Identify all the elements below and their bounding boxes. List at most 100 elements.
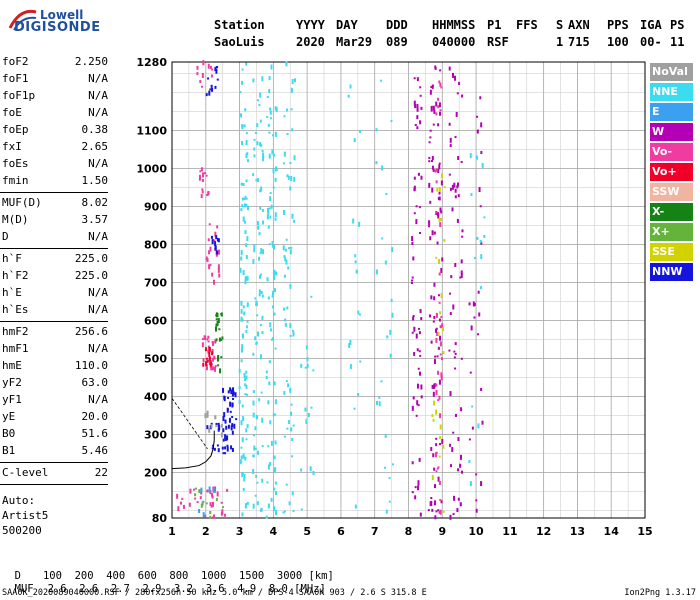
echo-point (211, 444, 214, 447)
echo-point (244, 383, 247, 387)
echo-point (246, 275, 249, 281)
echo-point (272, 134, 275, 137)
echo-point (388, 500, 391, 503)
echo-point (243, 311, 246, 316)
echo-point (429, 501, 432, 507)
echo-point (418, 331, 421, 335)
param-row: h`F2 225.0 (2, 269, 108, 286)
logo-digisonde: DIGISONDE (14, 20, 101, 35)
echo-point (430, 497, 433, 500)
echo-point (241, 512, 244, 517)
echo-point (256, 314, 259, 317)
echo-point (349, 84, 352, 89)
echo-point (438, 259, 441, 265)
echo-point (435, 470, 438, 473)
echo-point (429, 89, 432, 95)
echo-point (478, 312, 481, 317)
echo-point (222, 387, 225, 393)
echo-point (202, 358, 205, 363)
echo-point (430, 340, 433, 344)
echo-point (283, 115, 286, 118)
echo-point (283, 390, 286, 395)
echo-point (246, 159, 249, 163)
echo-point (268, 360, 271, 364)
echo-point (437, 169, 440, 174)
echo-point (457, 468, 460, 472)
echo-point (357, 392, 360, 396)
echo-point (221, 336, 224, 340)
header-label-1: YYYY (296, 18, 325, 32)
echo-point (412, 396, 415, 400)
echo-point (213, 514, 216, 519)
echo-point (477, 423, 480, 429)
echo-point (439, 341, 442, 347)
echo-point (459, 502, 462, 507)
echo-point (269, 215, 272, 219)
echo-point (285, 259, 288, 265)
echo-point (201, 178, 204, 182)
echo-point (380, 380, 383, 383)
x-tick-label: 3 (236, 525, 244, 538)
echo-point (455, 111, 458, 117)
echo-point (352, 218, 355, 224)
echo-point (431, 230, 434, 236)
echo-point (449, 137, 452, 143)
echo-point (438, 455, 441, 458)
echo-point (437, 123, 440, 127)
echo-point (289, 249, 292, 255)
echo-point (348, 343, 351, 349)
echo-point (461, 229, 464, 233)
echo-point (442, 351, 445, 355)
echo-point (222, 416, 225, 422)
param-key: B1 (2, 444, 16, 457)
echo-point (256, 141, 259, 146)
param-row: foF2 2.250 (2, 55, 108, 72)
echo-point (259, 142, 262, 147)
echo-point (433, 359, 436, 365)
echo-point (430, 105, 433, 108)
echo-point (479, 205, 482, 208)
echo-point (449, 464, 452, 468)
echo-point (453, 182, 456, 188)
echo-point (269, 420, 272, 425)
echo-point (252, 173, 255, 177)
echo-point (439, 222, 442, 228)
echo-point (206, 425, 209, 430)
echo-point (428, 160, 431, 163)
echo-point (428, 156, 431, 159)
echo-point (283, 209, 286, 215)
echo-point (205, 174, 208, 177)
echo-point (267, 464, 270, 470)
echo-point (254, 494, 257, 497)
echo-point (433, 383, 436, 389)
echo-point (430, 295, 433, 300)
echo-point (435, 327, 438, 330)
muf-d-row: D 100 200 400 600 800 1000 1500 3000 [km] (2, 558, 334, 582)
echo-point (439, 413, 442, 419)
echo-point (231, 430, 234, 435)
param-row: fxI 2.65 (2, 140, 108, 157)
echo-point (203, 335, 206, 339)
x-tick-label: 1 (168, 525, 176, 538)
echo-point (437, 213, 440, 219)
param-key: fmin (2, 174, 29, 187)
echo-point (210, 363, 213, 366)
echo-point (411, 236, 414, 242)
echo-point (412, 316, 415, 321)
echo-point (269, 110, 272, 115)
echo-point (259, 252, 262, 255)
echo-point (435, 437, 438, 440)
echo-point (359, 313, 362, 316)
echo-point (483, 234, 486, 238)
echo-point (261, 315, 264, 320)
echo-point (241, 344, 244, 349)
echo-point (261, 478, 264, 483)
echo-point (473, 257, 476, 260)
echo-point (241, 197, 244, 201)
echo-point (378, 401, 381, 407)
echo-point (271, 244, 274, 248)
echo-point (420, 384, 423, 390)
echo-point (448, 349, 451, 352)
echo-point (435, 443, 438, 447)
echo-point (267, 503, 270, 509)
